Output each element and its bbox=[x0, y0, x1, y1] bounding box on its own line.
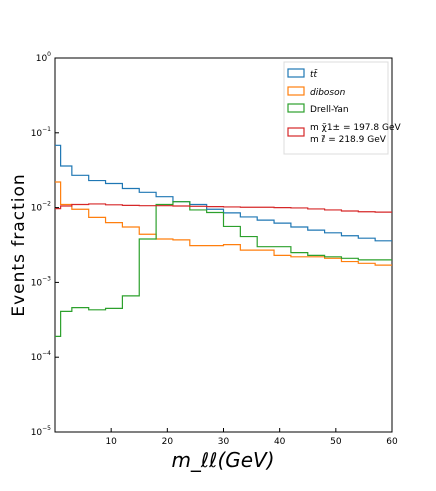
x-tick-label: 10 bbox=[105, 437, 117, 447]
x-tick-label: 30 bbox=[218, 437, 230, 447]
x-tick-label: 60 bbox=[386, 437, 398, 447]
legend-label: m χ̃1± = 197.8 GeV bbox=[310, 123, 401, 133]
series-diboson-line bbox=[55, 181, 392, 266]
y-tick-label: 10−4 bbox=[31, 350, 51, 363]
y-tick-label: 10−5 bbox=[31, 425, 51, 438]
y-tick-label: 10−3 bbox=[31, 275, 51, 288]
y-tick-label: 100 bbox=[36, 51, 51, 64]
series-drell-yan-line bbox=[55, 201, 392, 337]
legend-label: diboson bbox=[310, 88, 346, 98]
legend-swatch bbox=[287, 68, 305, 78]
x-tick-label: 20 bbox=[162, 437, 174, 447]
legend-swatch bbox=[287, 127, 305, 137]
series-layer bbox=[55, 144, 392, 337]
tick-layer: 10 20 30 40 50 60 10−5 10−4 10−3 10−2 10−1 100 bbox=[31, 51, 398, 447]
legend-swatch bbox=[287, 86, 305, 96]
legend: tt̄ diboson Drell-Yan m χ̃1± = 197.8 GeV m ℓ… bbox=[283, 61, 401, 155]
x-tick-label: 40 bbox=[274, 437, 286, 447]
x-axis-title: m_ℓℓ(GeV) bbox=[171, 448, 274, 472]
series-tt--line bbox=[55, 144, 392, 242]
series-signal-line bbox=[55, 203, 392, 213]
legend-swatch bbox=[287, 103, 305, 113]
y-tick-label: 10−2 bbox=[31, 201, 51, 214]
legend-label: tt̄ bbox=[310, 68, 318, 80]
y-axis-title: Events fraction bbox=[9, 173, 29, 316]
y-tick-label: 10−1 bbox=[31, 126, 51, 139]
legend-label: Drell-Yan bbox=[310, 105, 349, 115]
legend-label: m ℓ̃ = 218.9 GeV bbox=[310, 135, 387, 145]
x-tick-label: 50 bbox=[330, 437, 342, 447]
